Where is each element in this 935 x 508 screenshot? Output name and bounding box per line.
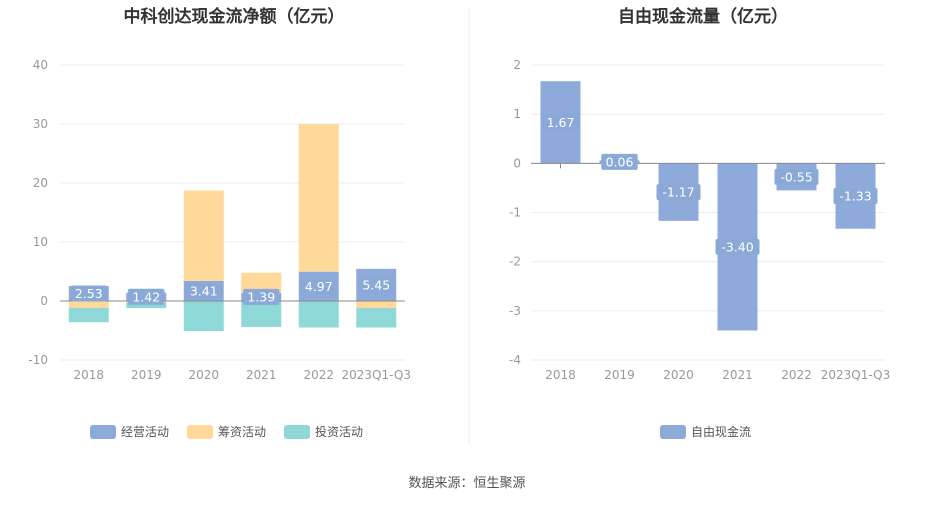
legend-swatch (90, 425, 116, 439)
right-x-tick: 2021 (722, 368, 753, 382)
bar-investing (356, 308, 397, 328)
bar-financing (298, 124, 339, 272)
right-chart-title: 自由现金流量（亿元） (618, 6, 788, 27)
bar-investing (183, 301, 224, 332)
legend-swatch (284, 425, 310, 439)
left-x-tick: 2021 (246, 368, 277, 382)
legend-swatch (660, 425, 686, 439)
value-label-bg (601, 153, 638, 170)
left-x-tick: 2022 (303, 368, 334, 382)
right-legend[interactable]: 自由现金流 (660, 424, 751, 439)
left-y-tick: 10 (33, 235, 48, 249)
value-label: 3.41 (190, 283, 218, 298)
value-label-bg (358, 276, 395, 293)
left-y-tick: 20 (33, 176, 48, 190)
right-y-tick: -4 (509, 353, 521, 367)
legend-label: 投资活动 (315, 424, 363, 439)
left-y-tick: 30 (33, 117, 48, 131)
right-x-tick: 2018 (545, 368, 576, 382)
legend-item-financing[interactable]: 筹资活动 (187, 425, 266, 439)
left-y-tick: 40 (33, 58, 48, 72)
value-label-bg (70, 285, 107, 302)
left-chart: 40 30 20 10 0 -10 2018 2019 2020 2021 2022 2023Q1-Q… (28, 58, 411, 382)
legend-label: 经营活动 (121, 425, 169, 439)
left-chart-title: 中科创达现金流净额（亿元） (124, 6, 345, 27)
value-label-bg (715, 238, 760, 255)
right-x-tick: 2022 (781, 368, 812, 382)
value-label-bg (656, 184, 701, 201)
legend-label: 自由现金流 (691, 424, 751, 439)
value-label-bg (542, 114, 579, 131)
right-chart: 2 1 0 -1 -2 -3 -4 2018 2019 2020 2021 2022 2023Q1-Q3… (509, 58, 890, 382)
data-source-footer: 数据来源：恒生聚源 (408, 476, 525, 491)
right-y-tick: -3 (509, 304, 521, 318)
value-label: 0.06 (606, 154, 634, 169)
left-y-tick: 0 (40, 294, 48, 308)
value-label-bg (774, 168, 819, 185)
right-y-tick: 1 (513, 107, 521, 121)
value-label: 1.67 (547, 115, 575, 130)
right-y-tick: -2 (509, 255, 521, 269)
bar-investing (298, 301, 339, 328)
right-y-tick: -1 (509, 206, 521, 220)
value-label-bg (128, 288, 165, 305)
value-label: -1.33 (839, 189, 871, 204)
left-x-tick: 2023Q1-Q3 (342, 368, 411, 382)
right-x-tick: 2019 (604, 368, 635, 382)
legend-swatch (187, 425, 213, 439)
bar-investing (68, 308, 109, 323)
value-label: 2.53 (75, 286, 103, 301)
value-label-bg (243, 288, 280, 305)
left-x-tick: 2019 (131, 368, 162, 382)
bar-investing (126, 302, 167, 309)
value-label-bg (300, 278, 337, 295)
left-y-tick: -10 (28, 353, 48, 367)
bar-financing (356, 301, 397, 309)
right-x-tick: 2020 (663, 368, 694, 382)
left-legend[interactable]: 经营活动 筹资活动 投资活动 (90, 424, 363, 439)
value-label-bg (185, 282, 222, 299)
left-x-tick: 2020 (188, 368, 219, 382)
bar-investing (241, 301, 282, 327)
value-label: -3.40 (721, 239, 753, 254)
value-label: 5.45 (362, 277, 390, 292)
right-y-tick: 2 (513, 58, 521, 72)
legend-item-fcf[interactable]: 自由现金流 (660, 424, 751, 439)
legend-label: 筹资活动 (218, 425, 266, 439)
right-x-tick: 2023Q1-Q3 (821, 368, 890, 382)
bar-financing (241, 272, 282, 293)
value-label: -0.55 (780, 169, 812, 184)
right-y-tick: 0 (513, 156, 521, 170)
value-label: 4.97 (305, 279, 333, 294)
bar-financing (68, 301, 109, 309)
legend-item-investing[interactable]: 投资活动 (284, 424, 363, 439)
left-x-tick: 2018 (73, 368, 104, 382)
value-label: 1.42 (132, 289, 160, 304)
value-label: -1.17 (662, 185, 694, 200)
legend-item-operating[interactable]: 经营活动 (90, 425, 169, 439)
value-label-bg (833, 188, 878, 205)
value-label: 1.39 (247, 289, 275, 304)
bar-financing (183, 190, 224, 281)
